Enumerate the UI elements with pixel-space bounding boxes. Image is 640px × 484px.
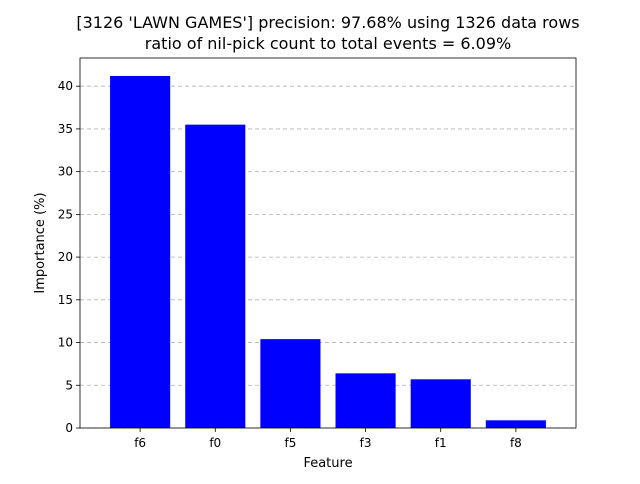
- axes-frame: [79, 57, 577, 429]
- y-tick-label: 10: [58, 336, 73, 350]
- x-tick-label-f1: f1: [435, 436, 447, 450]
- chart-title-line-1: [3126 'LAWN GAMES'] precision: 97.68% us…: [76, 13, 579, 32]
- chart-title-line-2: ratio of nil-pick count to total events …: [145, 34, 511, 53]
- y-axis-ticks: 0 5 10 15 20 25 30 35 40: [58, 79, 80, 435]
- bar-f0: [185, 124, 246, 428]
- bar-f5: [260, 339, 321, 428]
- bars: [110, 75, 546, 428]
- bar-f3: [335, 373, 396, 428]
- y-tick-label: 0: [65, 421, 73, 435]
- y-tick-label: 20: [58, 250, 73, 264]
- x-tick-label-f8: f8: [510, 436, 522, 450]
- bar-f1: [410, 379, 471, 428]
- y-tick-label: 35: [58, 122, 73, 136]
- y-tick-label: 15: [58, 293, 73, 307]
- bar-f8: [485, 420, 546, 428]
- x-tick-label-f0: f0: [209, 436, 221, 450]
- y-tick-label: 25: [58, 207, 73, 221]
- x-tick-label-f5: f5: [284, 436, 296, 450]
- x-tick-label-f6: f6: [134, 436, 146, 450]
- y-tick-label: 5: [65, 378, 73, 392]
- bar-f6: [110, 75, 171, 428]
- x-tick-label-f3: f3: [360, 436, 372, 450]
- y-axis-label: Importance (%): [33, 192, 48, 293]
- x-axis-ticks: f6 f0 f5 f3 f1 f8: [134, 428, 522, 450]
- y-tick-label: 40: [58, 79, 73, 93]
- y-gridlines: [80, 85, 576, 429]
- y-tick-label: 30: [58, 165, 73, 179]
- x-axis-label: Feature: [303, 456, 352, 471]
